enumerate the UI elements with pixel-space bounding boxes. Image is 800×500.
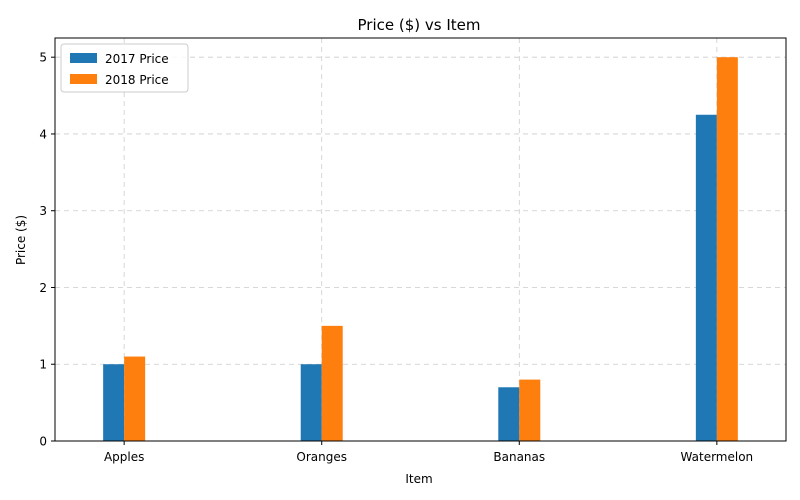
y-axis: 0 1 2 3 4 5 xyxy=(39,51,55,449)
y-tick-label: 0 xyxy=(39,435,47,449)
legend-swatch xyxy=(70,74,97,84)
x-tick-label: Watermelon xyxy=(681,450,754,464)
bar-series-2-apples xyxy=(124,356,146,441)
legend-label: 2018 Price xyxy=(105,73,169,87)
bar-series-1-watermelon xyxy=(695,114,717,441)
chart-title: Price ($) vs Item xyxy=(358,16,481,34)
x-tick-label: Bananas xyxy=(493,450,545,464)
bar-series-1-oranges xyxy=(300,364,322,441)
y-tick-label: 4 xyxy=(39,127,47,141)
y-tick-label: 3 xyxy=(39,204,47,218)
bar-series-2-oranges xyxy=(321,325,343,441)
y-tick-label: 2 xyxy=(39,281,47,295)
x-tick-label: Oranges xyxy=(296,450,347,464)
x-tick-label: Apples xyxy=(104,450,144,464)
plot-frame xyxy=(54,37,787,442)
legend: 2017 Price 2018 Price xyxy=(60,43,189,93)
legend-swatch xyxy=(70,53,97,63)
y-axis-label: Price ($) xyxy=(14,215,28,265)
bar-series-1-bananas xyxy=(498,387,520,441)
bar-series-1-apples xyxy=(103,364,125,441)
bars xyxy=(103,57,738,441)
x-axis: Apples Oranges Bananas Watermelon xyxy=(104,441,753,464)
bar-series-2-watermelon xyxy=(716,57,738,441)
x-axis-label: Item xyxy=(405,472,432,486)
y-tick-label: 5 xyxy=(39,51,47,65)
y-tick-label: 1 xyxy=(39,358,47,372)
legend-label: 2017 Price xyxy=(105,52,169,66)
bar-series-2-bananas xyxy=(519,379,541,441)
grid xyxy=(55,38,786,441)
